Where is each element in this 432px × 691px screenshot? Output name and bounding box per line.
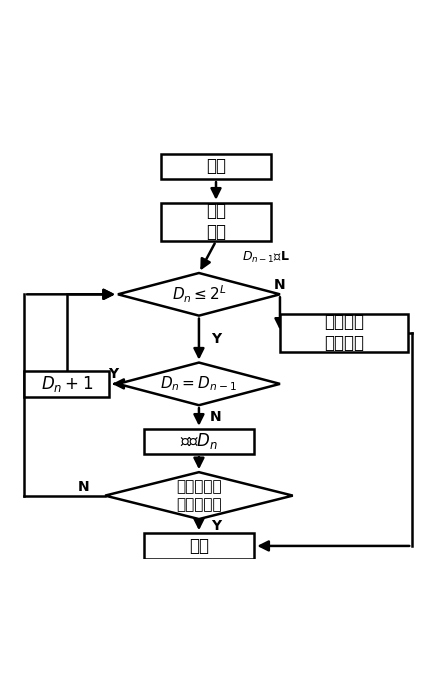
Text: Y: Y [211, 332, 221, 346]
FancyBboxPatch shape [143, 428, 254, 454]
FancyBboxPatch shape [143, 533, 254, 559]
FancyBboxPatch shape [161, 153, 271, 179]
Text: 判断是否满
足角点条件: 判断是否满 足角点条件 [176, 480, 222, 512]
Text: 输出$D_n$: 输出$D_n$ [180, 431, 218, 451]
Text: 开始: 开始 [206, 158, 226, 176]
Polygon shape [105, 472, 293, 519]
Text: Y: Y [108, 368, 119, 381]
Text: Y: Y [211, 519, 221, 533]
Text: $D_n+1$: $D_n+1$ [41, 374, 93, 394]
FancyBboxPatch shape [280, 314, 408, 352]
Polygon shape [118, 273, 280, 316]
Text: $D_n \leq 2^L$: $D_n \leq 2^L$ [172, 283, 226, 305]
Polygon shape [118, 363, 280, 405]
Text: $D_{n-1}$、L: $D_{n-1}$、L [241, 249, 289, 265]
Text: N: N [210, 410, 222, 424]
Text: $D_n = D_{n-1}$: $D_n = D_{n-1}$ [160, 375, 238, 393]
Text: 判断为没
有新编码: 判断为没 有新编码 [324, 313, 364, 352]
FancyBboxPatch shape [24, 371, 109, 397]
Text: N: N [78, 480, 89, 494]
Text: N: N [274, 278, 286, 292]
FancyBboxPatch shape [161, 202, 271, 241]
Text: 结束: 结束 [189, 537, 209, 555]
Text: 输入
参数: 输入 参数 [206, 202, 226, 241]
